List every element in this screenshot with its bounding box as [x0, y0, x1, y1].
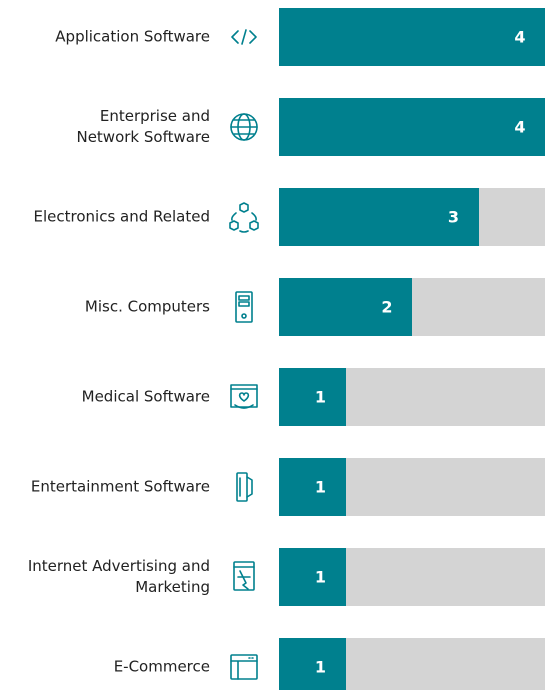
bar [279, 638, 346, 690]
category-icon [235, 291, 253, 323]
category-icon [229, 202, 259, 233]
bar [279, 278, 412, 336]
category-icon [231, 29, 257, 45]
value-label: 1 [314, 477, 327, 497]
category-label: Electronics and Related [33, 207, 210, 226]
category-icon [230, 654, 258, 680]
value-label: 1 [314, 657, 327, 677]
value-label: 4 [514, 117, 526, 137]
value-label: 4 [514, 27, 526, 47]
bar [279, 368, 346, 426]
category-icon [236, 472, 253, 502]
bar [279, 188, 479, 246]
category-label: E-Commerce [113, 657, 210, 676]
value-label: 2 [381, 297, 393, 317]
category-label: Medical Software [81, 387, 210, 406]
category-icon [230, 384, 258, 409]
bar [279, 8, 545, 66]
value-label: 3 [447, 207, 460, 227]
category-label: Misc. Computers [84, 297, 210, 316]
bar [279, 548, 346, 606]
category-icon [230, 113, 258, 141]
category-label: Internet Advertising and Marketing [27, 557, 210, 596]
value-label: 1 [314, 387, 327, 407]
bar [279, 98, 545, 156]
category-label: Entertainment Software [30, 477, 210, 496]
category-label: Application Software [55, 27, 210, 46]
bar [279, 458, 346, 516]
value-label: 1 [314, 567, 327, 587]
category-label: Enterprise and Network Software [76, 107, 210, 146]
category-icon [233, 561, 255, 591]
